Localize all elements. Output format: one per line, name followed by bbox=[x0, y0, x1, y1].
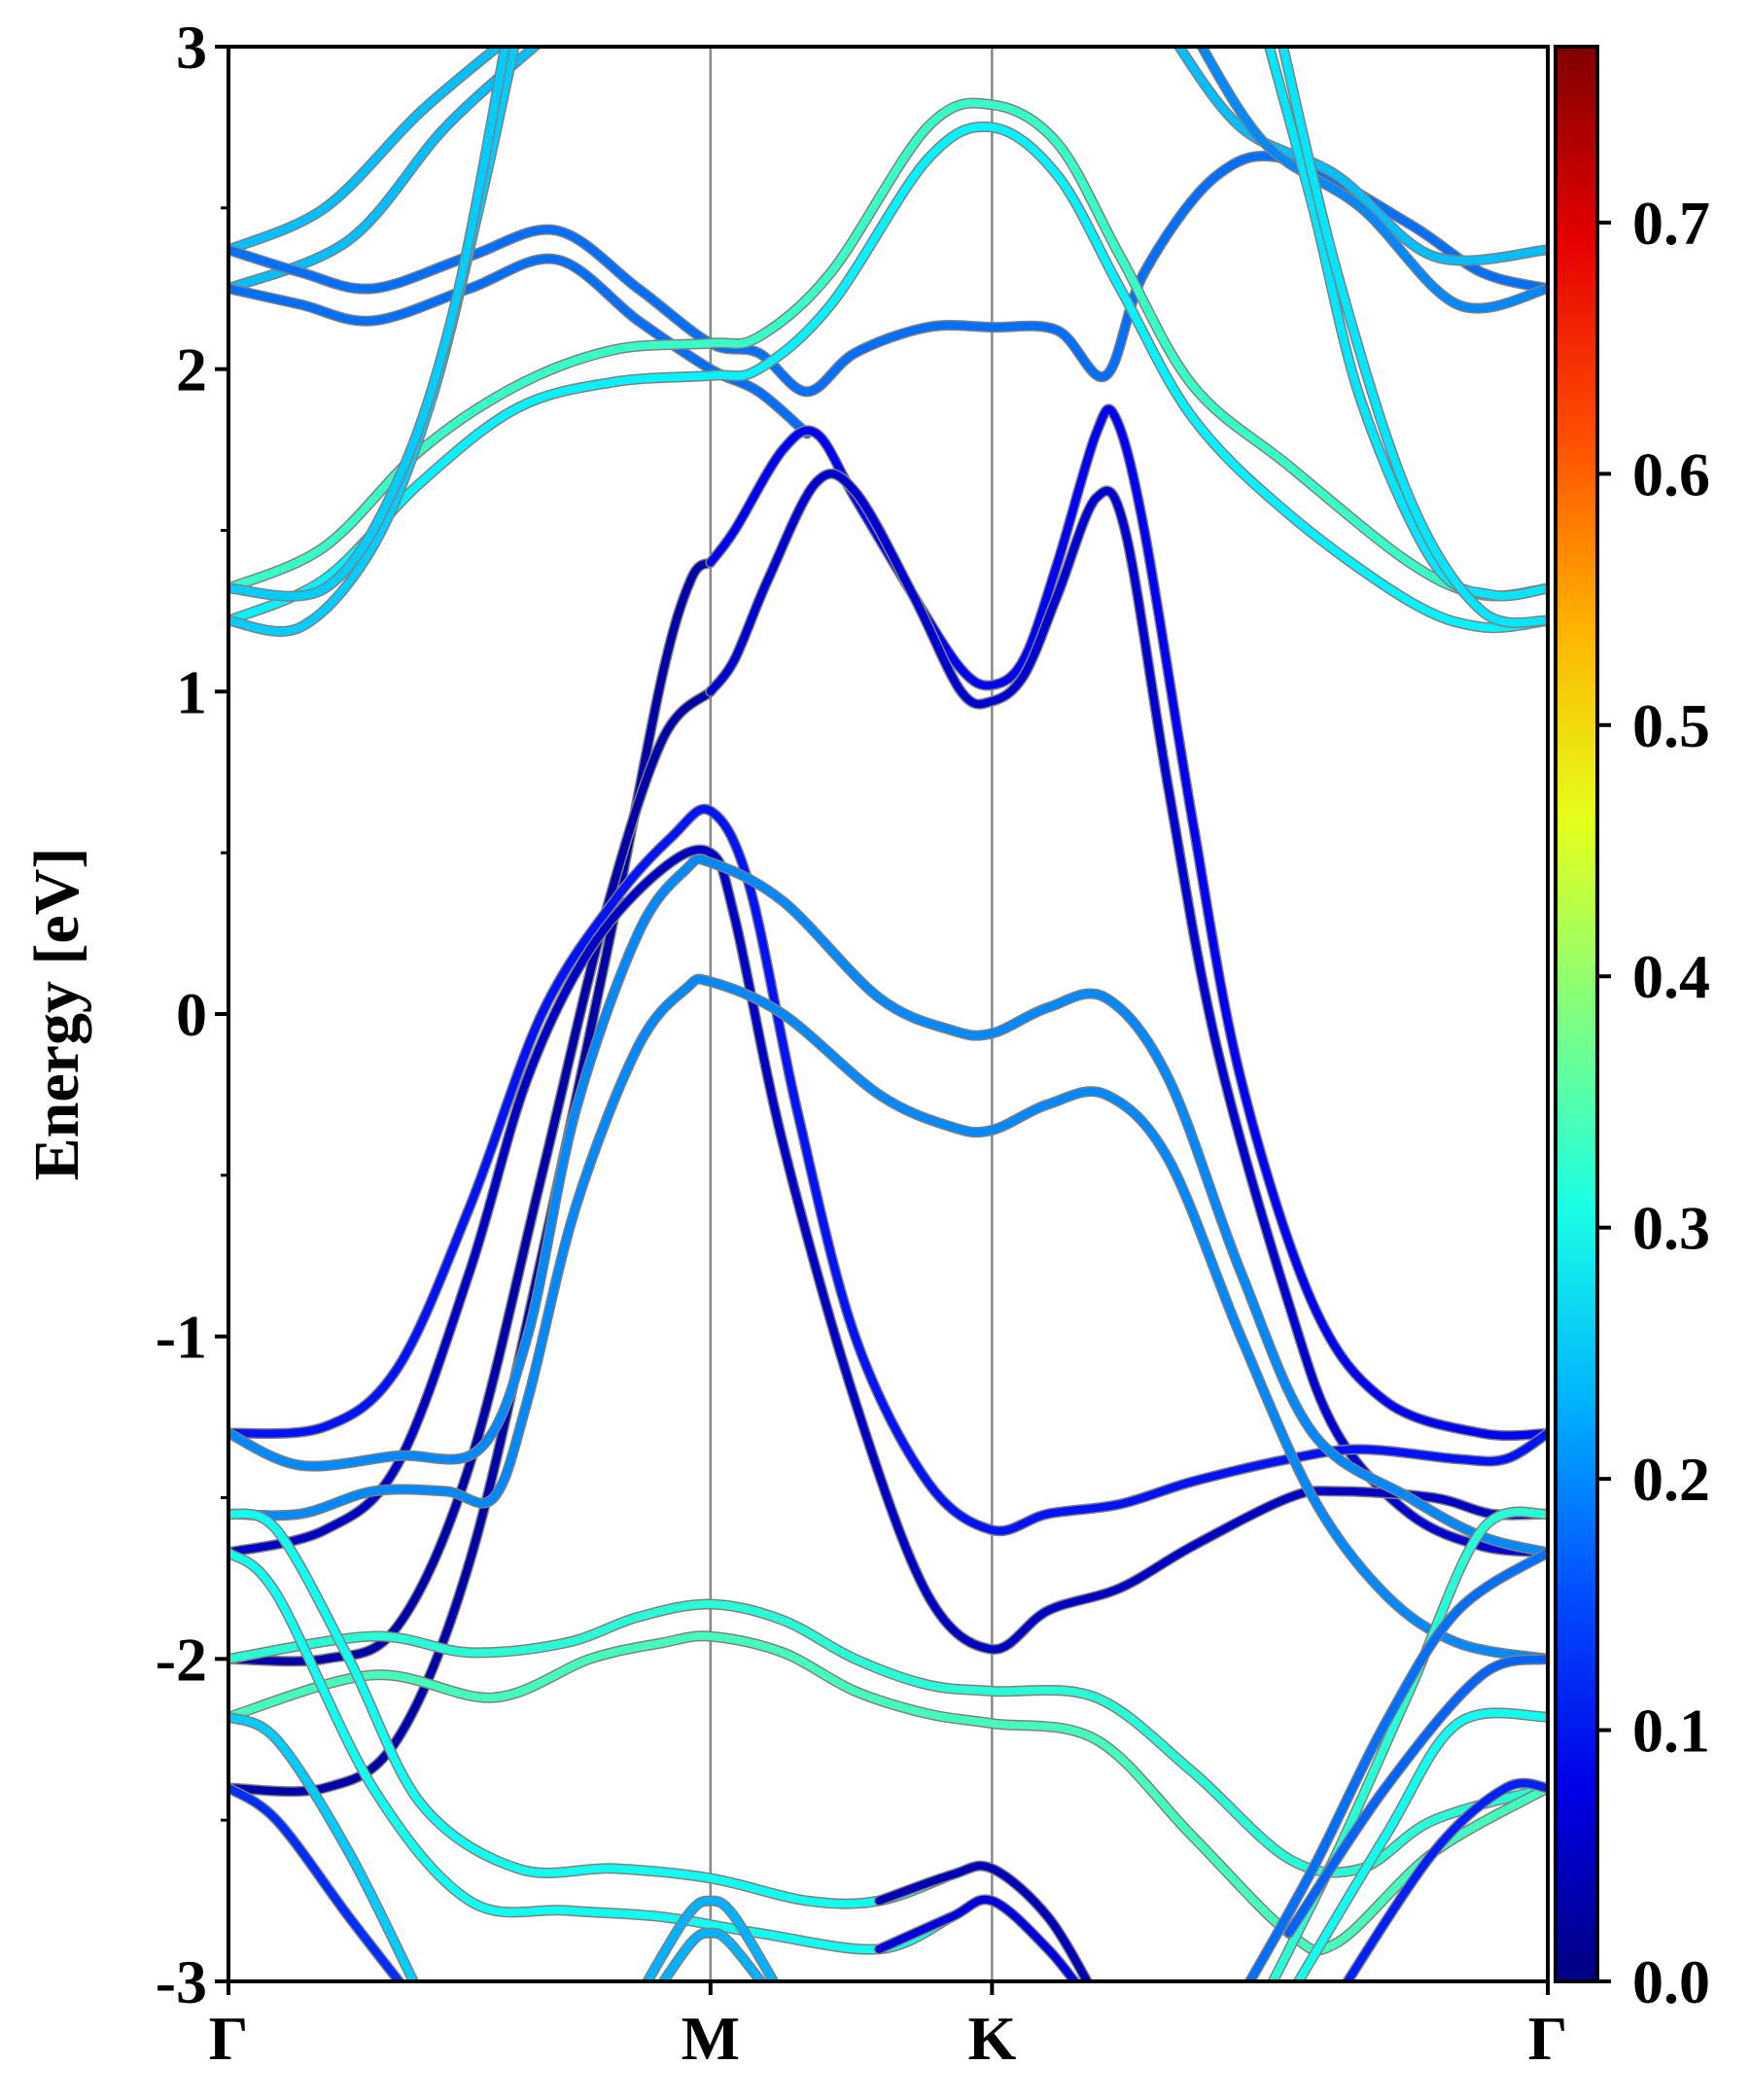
y-tick-label: -1 bbox=[156, 1303, 207, 1372]
band-line bbox=[875, 1895, 1080, 1981]
band-line bbox=[1265, 47, 1548, 600]
band-line bbox=[228, 855, 1548, 1557]
band-line bbox=[228, 687, 715, 1665]
band-line bbox=[228, 122, 1548, 632]
y-axis-title: Energy [eV] bbox=[21, 848, 92, 1181]
colorbar-tick-label: 0.7 bbox=[1632, 189, 1710, 258]
band-line bbox=[228, 975, 1548, 1663]
k-point-label: Γ bbox=[1528, 2004, 1568, 2073]
band-line bbox=[228, 47, 509, 601]
band-outline bbox=[228, 1547, 958, 1955]
band-line bbox=[1284, 1655, 1548, 1938]
band-line bbox=[1197, 47, 1548, 313]
band-line bbox=[875, 1862, 1092, 1981]
band-line bbox=[228, 558, 715, 1796]
y-tick-label: 3 bbox=[176, 13, 207, 82]
colorbar-tick-label: 0.1 bbox=[1632, 1697, 1710, 1766]
band-line bbox=[706, 404, 1548, 1440]
y-axis: 3 2 1 0 -1 -2 -3 bbox=[156, 13, 228, 2016]
band-line bbox=[1343, 1779, 1548, 1981]
y-tick-label: -3 bbox=[156, 1947, 207, 2016]
colorbar-tick-label: 0.5 bbox=[1632, 691, 1710, 760]
band-line bbox=[228, 47, 519, 636]
band-outline bbox=[228, 557, 717, 1798]
band-line bbox=[228, 845, 1548, 1654]
band-outline bbox=[1195, 47, 1548, 314]
band-line bbox=[228, 1713, 418, 1981]
band-line bbox=[658, 1929, 766, 1981]
colorbar-tick-label: 0.6 bbox=[1632, 439, 1710, 508]
colorbar-tick-label: 0.4 bbox=[1632, 942, 1710, 1011]
k-point-label: M bbox=[682, 2004, 740, 2073]
band-line bbox=[1245, 1548, 1548, 1981]
colorbar-gradient bbox=[1554, 45, 1599, 1983]
colorbar-tick-label: 0.2 bbox=[1632, 1445, 1710, 1514]
k-point-label: K bbox=[967, 2004, 1016, 2073]
band-line bbox=[228, 255, 811, 438]
band-line bbox=[228, 47, 505, 254]
bands bbox=[228, 47, 1548, 1981]
band-outline bbox=[1292, 1707, 1548, 1981]
band-line bbox=[228, 1548, 956, 1954]
band-line bbox=[706, 470, 1548, 1557]
y-tick-label: 0 bbox=[176, 980, 207, 1049]
y-tick-label: -2 bbox=[156, 1625, 207, 1694]
band-outline bbox=[1172, 47, 1548, 266]
band-line bbox=[1293, 1708, 1548, 1981]
y-tick-label: 2 bbox=[176, 335, 207, 404]
k-point-label: Γ bbox=[209, 2004, 249, 2073]
band-line bbox=[228, 1784, 404, 1981]
colorbar-tick-label: 0.0 bbox=[1632, 1947, 1710, 2016]
band-line bbox=[228, 99, 1548, 600]
colorbar: 0.0 0.1 0.2 0.3 0.4 0.5 0.6 0.7 bbox=[1554, 45, 1710, 2016]
band-line bbox=[228, 805, 1548, 1535]
band-line bbox=[228, 1509, 956, 1908]
band-outline bbox=[228, 844, 1548, 1655]
band-line bbox=[1174, 47, 1548, 265]
colorbar-tick-label: 0.3 bbox=[1632, 1194, 1710, 1263]
y-tick-label: 1 bbox=[176, 657, 207, 726]
band-line bbox=[643, 1897, 779, 1981]
band-line bbox=[1278, 47, 1548, 627]
